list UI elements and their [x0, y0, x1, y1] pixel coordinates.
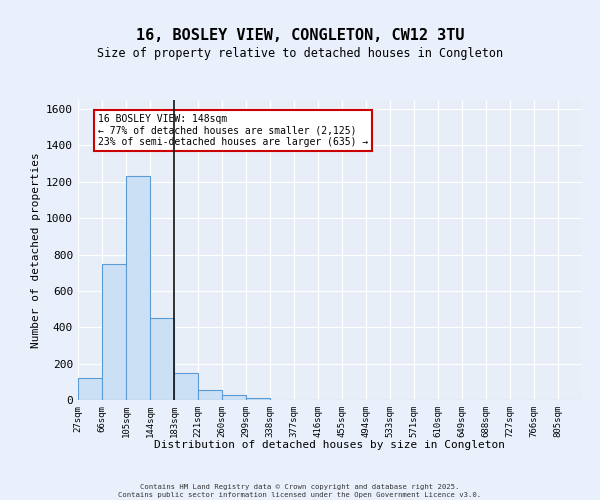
- Bar: [126, 176, 150, 400]
- Text: 16 BOSLEY VIEW: 148sqm
← 77% of detached houses are smaller (2,125)
23% of semi-: 16 BOSLEY VIEW: 148sqm ← 77% of detached…: [98, 114, 368, 146]
- X-axis label: Distribution of detached houses by size in Congleton: Distribution of detached houses by size …: [155, 440, 505, 450]
- Text: 16, BOSLEY VIEW, CONGLETON, CW12 3TU: 16, BOSLEY VIEW, CONGLETON, CW12 3TU: [136, 28, 464, 42]
- Bar: [246, 398, 270, 400]
- Y-axis label: Number of detached properties: Number of detached properties: [31, 152, 41, 348]
- Bar: [198, 390, 222, 400]
- Bar: [78, 378, 102, 400]
- Bar: [102, 264, 126, 400]
- Bar: [150, 318, 174, 400]
- Bar: [222, 394, 246, 400]
- Text: Size of property relative to detached houses in Congleton: Size of property relative to detached ho…: [97, 48, 503, 60]
- Bar: [174, 372, 198, 400]
- Text: Contains HM Land Registry data © Crown copyright and database right 2025.
Contai: Contains HM Land Registry data © Crown c…: [118, 484, 482, 498]
